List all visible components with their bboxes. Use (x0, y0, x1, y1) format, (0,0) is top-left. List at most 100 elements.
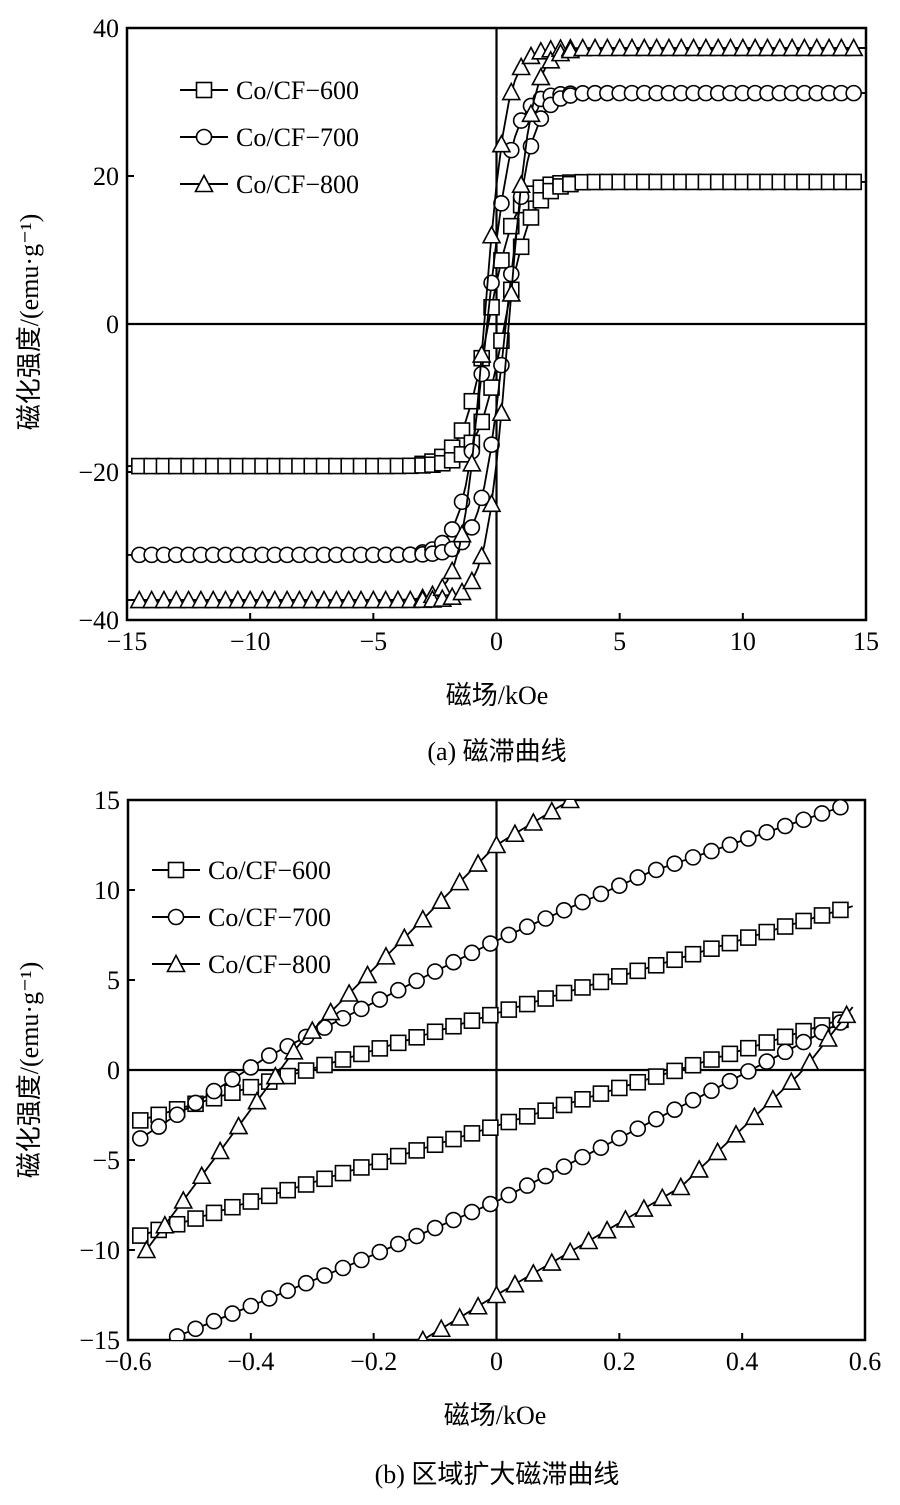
panel-b-point-triangle (394, 927, 415, 947)
panel-b-point-square (518, 995, 536, 1013)
panel-a-point-triangle (191, 589, 211, 609)
panel-b-point-circle (168, 1106, 186, 1124)
panel-b-point-square (371, 1153, 389, 1171)
panel-b-xtick-label: 0.2 (603, 1347, 636, 1376)
panel-b-point-square (592, 973, 610, 991)
panel-a-point-circle (493, 195, 510, 212)
panel-b-point-square (666, 1062, 683, 1080)
panel-b-point-square (555, 1096, 573, 1114)
panel-a-point-triangle (671, 37, 692, 57)
panel-b-legend-marker-square (167, 861, 185, 879)
panel-a-point-triangle (252, 589, 273, 609)
panel-a-point-square (493, 252, 510, 269)
panel-b-point-circle (537, 910, 554, 927)
panel-b-point-circle (463, 944, 481, 962)
panel-b-legend-marker-triangle (166, 953, 186, 973)
panel-a-point-circle (473, 365, 491, 383)
panel-a-point-triangle (375, 589, 396, 609)
panel-b-point-square (242, 1193, 260, 1210)
panel-b-point-square (740, 1039, 757, 1057)
panel-b-point-square (445, 1017, 462, 1035)
panel-b-point-square (795, 912, 812, 930)
panel-a-caption: (a) 磁滞曲线 (427, 737, 566, 766)
panel-b-series-circle (131, 800, 854, 1340)
panel-b-xtick-label: 0.6 (849, 1347, 882, 1376)
panel-a-point-triangle (806, 37, 827, 57)
panel-a-point-circle (463, 519, 481, 536)
panel-b-point-triangle (615, 1209, 636, 1228)
panel-a-point-triangle (501, 81, 522, 101)
panel-b-point-circle (611, 1129, 628, 1147)
panel-b-point-triangle (763, 1089, 783, 1108)
panel-a-point-triangle (531, 66, 551, 86)
panel-a-point-triangle (745, 37, 765, 57)
panel-b-point-circle (555, 1158, 573, 1175)
panel-a-legend-marker-square (195, 81, 213, 99)
panel-a-series-square (127, 173, 866, 475)
panel-b-point-circle (740, 830, 757, 847)
panel-b-point-square (131, 1112, 149, 1129)
panel-b-point-circle (647, 1110, 665, 1128)
panel-a-legend-label: Co/CF−600 (236, 76, 359, 105)
panel-b-ytick-label: −10 (79, 1236, 120, 1265)
panel-b-point-square (647, 1068, 665, 1085)
panel-a-point-triangle (511, 56, 531, 76)
panel-b-point-square (187, 1210, 204, 1227)
panel-b-point-triangle (191, 1165, 212, 1185)
panel-a-point-triangle (314, 589, 334, 609)
panel-b-point-circle (260, 1290, 278, 1307)
panel-b-point-triangle (505, 1273, 525, 1293)
panel-b-point-triangle (578, 1230, 599, 1250)
panel-b-point-circle (666, 1101, 683, 1118)
panel-b-point-circle (537, 1167, 554, 1185)
panel-b-point-circle (242, 1059, 260, 1076)
panel-b-point-triangle (523, 1263, 544, 1282)
panel-a-point-square (473, 413, 491, 431)
panel-b-point-triangle (431, 1318, 452, 1338)
panel-a-point-triangle (301, 589, 322, 609)
panel-a-ytick-label: −20 (78, 458, 119, 487)
panel-b-legend-item: Co/CF−800 (152, 950, 331, 979)
panel-b-point-square (260, 1187, 278, 1205)
panel-b-ytick-label: 10 (94, 876, 120, 905)
panel-b-point-circle (703, 1082, 720, 1100)
panel-b-point-triangle (560, 1241, 581, 1261)
panel-a-point-triangle (521, 103, 541, 123)
panel-b-point-triangle (799, 1051, 820, 1071)
panel-b-point-circle (353, 1000, 370, 1018)
panel-b-point-circle (795, 811, 812, 829)
panel-b-point-circle (482, 935, 499, 952)
panel-b-point-circle (205, 1312, 223, 1330)
panel-b-series-triangle (136, 800, 857, 1340)
panel-a-point-triangle (228, 589, 248, 609)
panel-a-legend-item: Co/CF−600 (180, 76, 359, 105)
panel-b-point-triangle (634, 1198, 654, 1217)
panel-b-point-square (592, 1085, 610, 1102)
panel-a-point-triangle (141, 589, 162, 609)
panel-b-zoomed-hysteresis: 磁化强度/(emu·g⁻¹) 磁场/kOe (b) 区域扩大磁滞曲线 −0.6−… (15, 786, 881, 1489)
panel-a-point-circle (845, 84, 862, 102)
panel-b-point-circle (721, 1072, 739, 1090)
panel-a-series-triangle (127, 37, 866, 609)
panel-a-point-triangle (452, 524, 472, 543)
panel-a-point-triangle (452, 581, 472, 601)
panel-b-point-circle (445, 953, 462, 971)
panel-a-xtick-label: −10 (230, 627, 271, 656)
panel-a-legend-label: Co/CF−700 (236, 123, 359, 152)
panel-a-legend-item: Co/CF−800 (180, 170, 359, 199)
panel-a-point-square (502, 217, 520, 235)
panel-b-point-circle (666, 855, 683, 872)
panel-a-point-triangle (696, 37, 716, 57)
panel-b-legend-item: Co/CF−700 (152, 903, 331, 932)
panel-a-point-triangle (622, 37, 642, 57)
panel-b-point-triangle (417, 1329, 429, 1340)
panel-b-point-square (629, 1073, 647, 1091)
panel-b-ytick-label: 15 (94, 786, 120, 815)
panel-b-point-circle (629, 1120, 647, 1137)
panel-b-point-circle (758, 823, 776, 841)
panel-a-point-circle (473, 489, 491, 507)
panel-b-legend: Co/CF−600 Co/CF−700 Co/CF−800 (152, 856, 331, 979)
panel-a-point-triangle (481, 225, 502, 244)
panel-b-point-triangle (744, 1106, 765, 1126)
